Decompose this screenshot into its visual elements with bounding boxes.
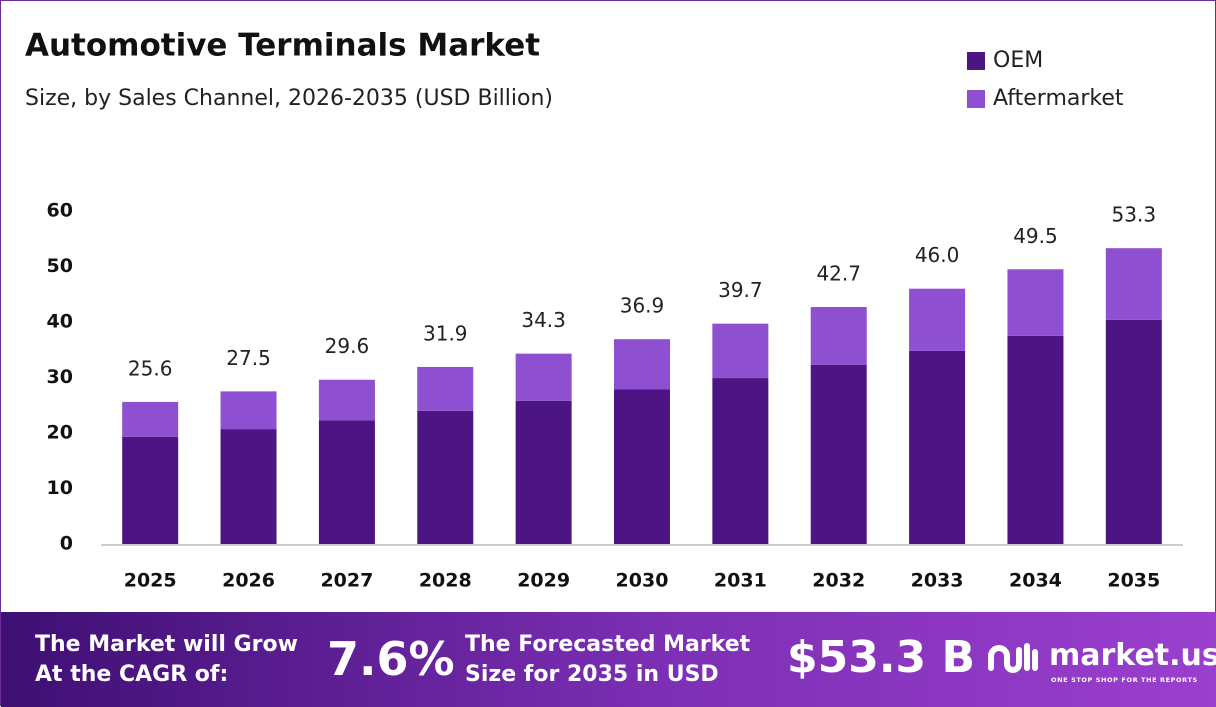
forecast-value: $53.3 B [787,632,976,683]
forecast-text: The Forecasted Market Size for 2035 in U… [465,632,751,687]
y-tick-label: 30 [47,366,73,388]
bar-segment [614,389,670,544]
total-label: 39.7 [718,278,763,302]
brand-tagline: ONE STOP SHOP FOR THE REPORTS [1051,676,1198,684]
y-tick-label: 0 [60,533,73,555]
x-tick-label: 2026 [222,570,275,592]
x-tick-label: 2027 [320,570,373,592]
y-tick-label: 40 [47,311,73,333]
total-label: 42.7 [816,262,861,286]
legend-label: OEM [993,48,1043,73]
legend-label: Aftermarket [993,86,1124,111]
bar-segment [909,288,966,351]
bar-segment [318,420,375,544]
bar-segment [909,350,966,544]
bar-segment [1105,319,1162,544]
total-label: 36.9 [620,294,665,318]
chart-subtitle: Size, by Sales Channel, 2026-2035 (USD B… [25,86,553,111]
total-label: 53.3 [1112,203,1157,227]
bar-segment [515,400,572,544]
cagr-value: 7.6% [327,632,455,686]
x-tick-label: 2035 [1107,570,1160,592]
x-tick-label: 2030 [616,570,669,592]
footer: The Market will Grow At the CAGR of: 7.6… [1,612,1216,707]
brand-name: market.us [1049,638,1216,673]
x-tick-label: 2031 [714,570,767,592]
y-tick-label: 10 [47,477,73,499]
total-label: 31.9 [423,321,468,345]
bar-segment [1105,248,1162,320]
x-tick-label: 2029 [517,570,570,592]
bar-segment [318,379,375,421]
x-tick-label: 2033 [911,570,964,592]
bar-segment [810,364,867,544]
bar-segment [712,378,769,544]
cagr-text: The Market will Grow At the CAGR of: [35,632,298,687]
bar-segment [712,323,769,379]
x-tick-label: 2034 [1009,570,1062,592]
bar-segment [614,339,670,390]
total-label: 34.3 [521,308,566,332]
total-label: 49.5 [1013,224,1058,248]
bar-segment [122,436,179,544]
bar-segment [220,429,277,544]
total-label: 25.6 [128,356,173,380]
y-tick-label: 50 [47,255,73,277]
x-tick-label: 2032 [812,570,865,592]
x-tick-label: 2028 [419,570,472,592]
chart: Automotive Terminals Market Size, by Sal… [25,28,1183,592]
total-label: 29.6 [325,334,370,358]
chart-title: Automotive Terminals Market [25,28,540,64]
bar-segment [122,401,179,437]
bar-segment [810,307,867,365]
x-tick-label: 2025 [124,570,177,592]
bar-segment [1007,269,1064,336]
total-label: 46.0 [915,243,960,267]
total-label: 27.5 [226,346,271,370]
bar-segment [1007,335,1064,544]
bar-segment [417,410,474,544]
y-tick-label: 20 [47,422,73,444]
legend-swatch [967,52,985,70]
bar-segment [417,366,474,411]
bar-segment [220,391,277,430]
bar-segment [515,353,572,401]
y-tick-label: 60 [47,200,73,222]
legend-swatch [967,90,985,108]
brand-logo [988,643,1038,673]
